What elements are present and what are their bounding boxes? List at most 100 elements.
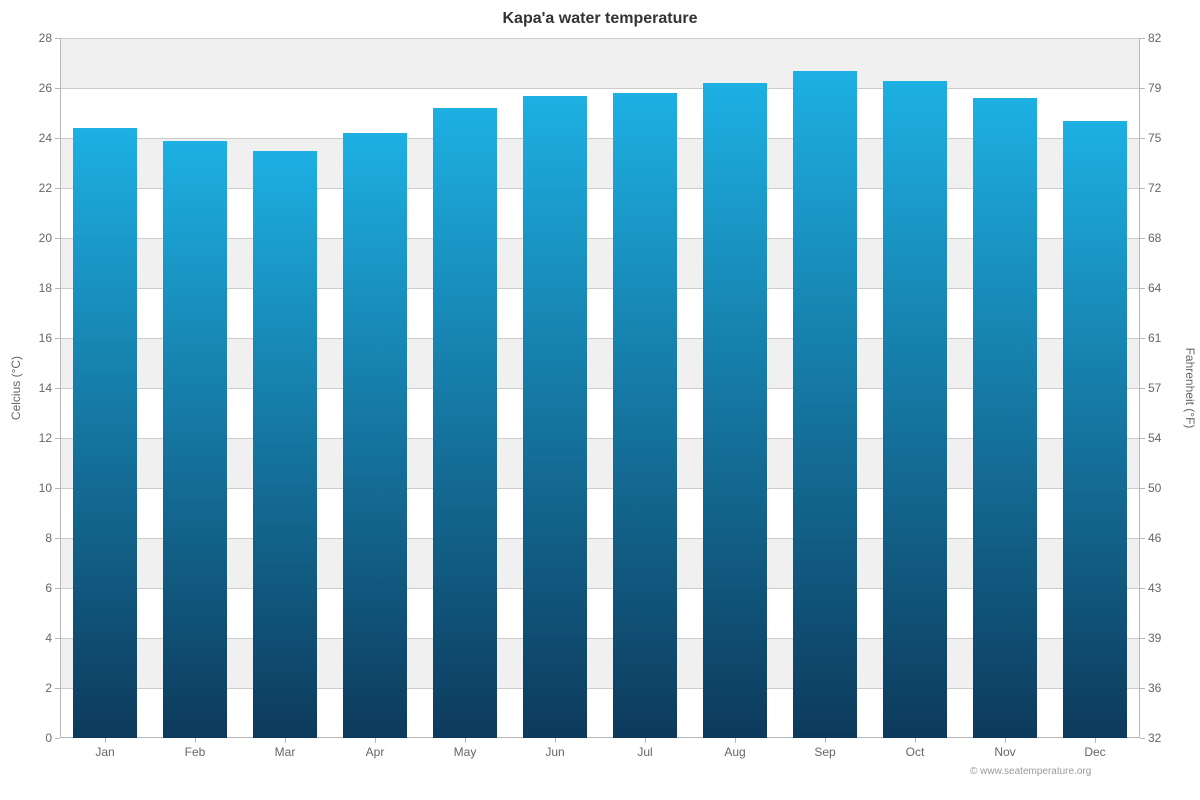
tick-mark: [1140, 538, 1145, 539]
tick-mark: [735, 738, 736, 743]
water-temperature-chart: Kapa'a water temperature Celcius (°C) Fa…: [0, 0, 1200, 800]
tick-mark: [645, 738, 646, 743]
y-axis-right-tick: 72: [1148, 182, 1161, 194]
x-axis-tick: Nov: [994, 746, 1015, 758]
tick-mark: [55, 638, 60, 639]
tick-mark: [1095, 738, 1096, 743]
tick-mark: [1140, 288, 1145, 289]
tick-mark: [285, 738, 286, 743]
tick-mark: [195, 738, 196, 743]
bar: [163, 141, 228, 739]
tick-mark: [55, 688, 60, 689]
tick-mark: [1140, 738, 1145, 739]
tick-mark: [1140, 438, 1145, 439]
bar: [973, 98, 1038, 738]
y-axis-left-tick: 2: [26, 682, 52, 694]
tick-mark: [55, 538, 60, 539]
tick-mark: [825, 738, 826, 743]
tick-mark: [1140, 138, 1145, 139]
y-axis-left-tick: 12: [26, 432, 52, 444]
bar: [703, 83, 768, 738]
axis-line: [60, 38, 61, 738]
bar: [793, 71, 858, 739]
tick-mark: [55, 238, 60, 239]
x-axis-tick: Oct: [906, 746, 925, 758]
y-axis-right-tick: 64: [1148, 282, 1161, 294]
y-axis-right-tick: 39: [1148, 632, 1161, 644]
y-axis-right-tick: 68: [1148, 232, 1161, 244]
bar: [1063, 121, 1128, 739]
bar: [253, 151, 318, 739]
tick-mark: [1140, 388, 1145, 389]
x-axis-tick: Dec: [1084, 746, 1105, 758]
x-axis-tick: Sep: [814, 746, 835, 758]
y-axis-left-label: Celcius (°C): [9, 328, 23, 448]
y-axis-left-tick: 0: [26, 732, 52, 744]
tick-mark: [555, 738, 556, 743]
y-axis-left-tick: 20: [26, 232, 52, 244]
x-axis-tick: May: [454, 746, 477, 758]
tick-mark: [55, 288, 60, 289]
y-axis-right-label: Fahrenheit (°F): [1183, 318, 1197, 458]
tick-mark: [1140, 688, 1145, 689]
tick-mark: [55, 438, 60, 439]
y-axis-left-tick: 22: [26, 182, 52, 194]
y-axis-right-tick: 32: [1148, 732, 1161, 744]
bar: [613, 93, 678, 738]
y-axis-right-tick: 54: [1148, 432, 1161, 444]
grid-band: [60, 38, 1140, 88]
gridline: [60, 88, 1140, 89]
x-axis-tick: Aug: [724, 746, 745, 758]
tick-mark: [1140, 238, 1145, 239]
x-axis-tick: Feb: [185, 746, 206, 758]
y-axis-left-tick: 8: [26, 532, 52, 544]
y-axis-left-tick: 24: [26, 132, 52, 144]
y-axis-left-tick: 26: [26, 82, 52, 94]
tick-mark: [105, 738, 106, 743]
bar: [883, 81, 948, 739]
tick-mark: [1140, 488, 1145, 489]
bar: [433, 108, 498, 738]
tick-mark: [55, 338, 60, 339]
y-axis-right-tick: 61: [1148, 332, 1161, 344]
x-axis-tick: Apr: [366, 746, 385, 758]
gridline: [60, 38, 1140, 39]
tick-mark: [1140, 38, 1145, 39]
x-axis-tick: Mar: [275, 746, 296, 758]
tick-mark: [465, 738, 466, 743]
x-axis-tick: Jun: [545, 746, 564, 758]
bar: [523, 96, 588, 739]
tick-mark: [1140, 638, 1145, 639]
y-axis-right-tick: 46: [1148, 532, 1161, 544]
y-axis-right-tick: 57: [1148, 382, 1161, 394]
y-axis-left-tick: 28: [26, 32, 52, 44]
y-axis-right-tick: 50: [1148, 482, 1161, 494]
tick-mark: [55, 88, 60, 89]
tick-mark: [915, 738, 916, 743]
x-axis-tick: Jan: [95, 746, 114, 758]
bar: [343, 133, 408, 738]
tick-mark: [55, 738, 60, 739]
y-axis-left-tick: 10: [26, 482, 52, 494]
bar: [73, 128, 138, 738]
y-axis-left-tick: 18: [26, 282, 52, 294]
y-axis-left-tick: 14: [26, 382, 52, 394]
tick-mark: [375, 738, 376, 743]
y-axis-right-tick: 79: [1148, 82, 1161, 94]
x-axis-tick: Jul: [637, 746, 652, 758]
y-axis-right-tick: 43: [1148, 582, 1161, 594]
y-axis-right-tick: 36: [1148, 682, 1161, 694]
y-axis-right-tick: 82: [1148, 32, 1161, 44]
credit-text: © www.seatemperature.org: [970, 766, 1091, 777]
chart-title: Kapa'a water temperature: [0, 10, 1200, 28]
y-axis-left-tick: 4: [26, 632, 52, 644]
tick-mark: [1140, 338, 1145, 339]
y-axis-left-tick: 16: [26, 332, 52, 344]
y-axis-right-tick: 75: [1148, 132, 1161, 144]
tick-mark: [1140, 88, 1145, 89]
tick-mark: [55, 188, 60, 189]
y-axis-left-tick: 6: [26, 582, 52, 594]
tick-mark: [1140, 188, 1145, 189]
tick-mark: [55, 588, 60, 589]
tick-mark: [55, 38, 60, 39]
